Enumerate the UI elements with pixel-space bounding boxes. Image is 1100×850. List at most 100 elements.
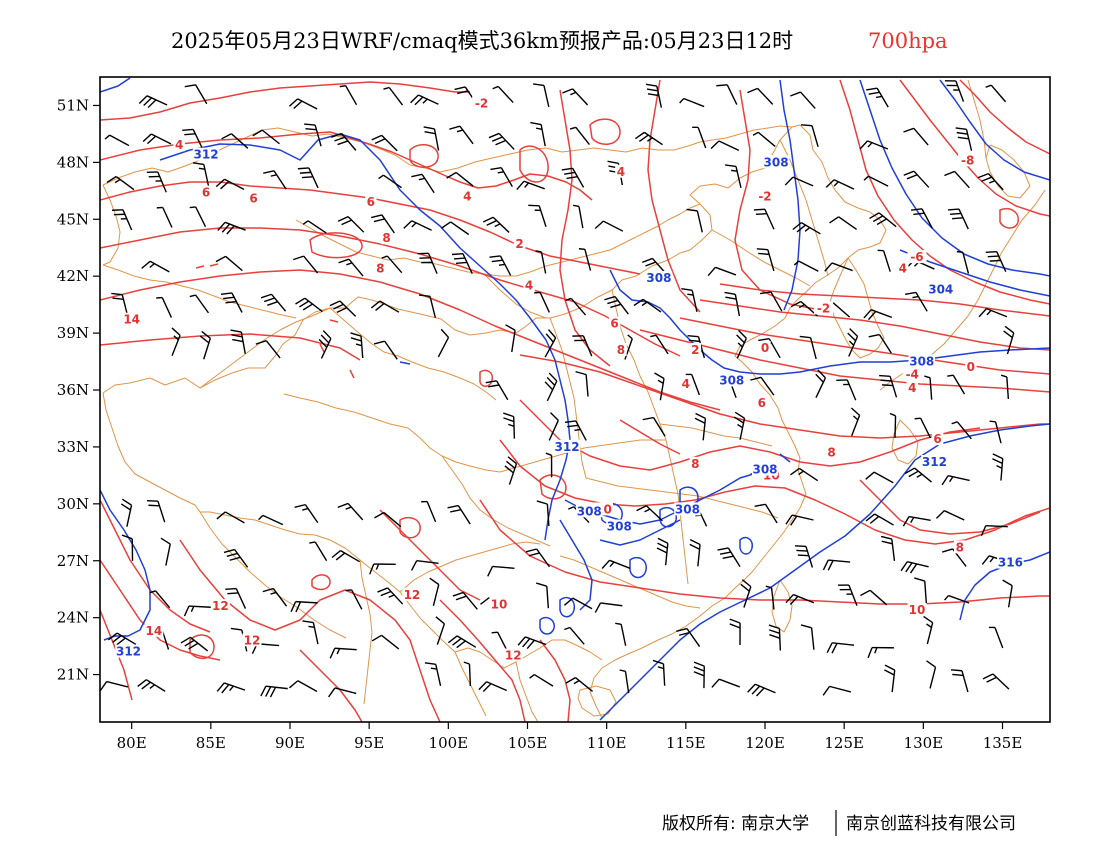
temp-loop (999, 208, 1019, 229)
contour-label: -8 (961, 153, 974, 167)
wind-barb (544, 372, 558, 402)
wind-barb (944, 170, 970, 189)
wind-barb (293, 255, 319, 274)
contour-label-bg (503, 648, 523, 662)
wind-barb (545, 452, 553, 478)
contour-label: 14 (145, 624, 162, 638)
contour-label-bg (680, 377, 692, 391)
wind-barb (329, 300, 357, 317)
temp-contour (647, 79, 701, 313)
contour-label: -2 (817, 301, 830, 315)
contour-label: 308 (675, 502, 700, 516)
china-west-border (102, 392, 201, 513)
wind-barb (184, 84, 208, 105)
height-contour (100, 77, 131, 93)
contour-label-bg (365, 195, 377, 209)
wind-barb (304, 123, 322, 147)
wind-barb (565, 676, 593, 692)
contour-label: 14 (123, 313, 140, 327)
wind-barb (452, 591, 478, 610)
wind-barb (338, 258, 364, 277)
temp-loop (479, 369, 494, 387)
wind-barb (911, 208, 933, 229)
wind-barb (865, 471, 894, 484)
wind-barb (217, 221, 246, 235)
longitude-axis: 80E 85E 90E 95E 100E 105E 110E 115E 120E 125E 130E… (117, 722, 1023, 752)
temp-contour (479, 499, 1050, 605)
contour-label: 12 (244, 633, 261, 647)
wind-barb (302, 620, 319, 645)
wind-barb (847, 328, 859, 357)
wind-barb (800, 624, 815, 650)
contour-label-bg (192, 147, 220, 161)
wind-barb (337, 502, 364, 521)
contour-label-bg (115, 644, 142, 658)
wind-barb (686, 208, 703, 233)
wind-barb (860, 589, 888, 606)
contour-label: 304 (928, 282, 953, 296)
wind-barb (884, 664, 896, 693)
wind-barb (652, 659, 666, 686)
temp-contour (639, 329, 1050, 393)
province-northeast-2 (779, 139, 829, 277)
wind-barb (615, 622, 627, 646)
hainan-outline (577, 685, 617, 717)
wind-barb (530, 121, 546, 147)
temp-contour (959, 79, 1050, 155)
wind-barb (548, 412, 559, 441)
wind-barb (260, 685, 288, 698)
province-central (499, 439, 666, 473)
wind-barb (563, 597, 593, 610)
wind-barb (736, 330, 747, 359)
province-inner-mongolia (483, 273, 547, 319)
wind-barb (944, 594, 970, 604)
wind-barb (866, 87, 889, 108)
wind-barb (656, 537, 669, 566)
wind-barb (985, 84, 1007, 103)
wind-barb (369, 563, 396, 575)
contour-label-bg (606, 519, 633, 533)
lon-tick-label: 135E (983, 734, 1023, 752)
contour-label-bg (897, 261, 909, 275)
wind-barb (759, 291, 783, 312)
wind-barb (421, 500, 437, 523)
wind-barb (645, 83, 663, 108)
contour-label-bg (825, 445, 838, 459)
wind-barb (463, 661, 472, 687)
lat-tick-label: 48N (57, 153, 89, 171)
wind-barb (562, 88, 589, 106)
wind-barb (378, 174, 402, 189)
wind-barb (865, 513, 894, 526)
wind-barb (423, 126, 440, 151)
contour-label: -2 (758, 189, 771, 203)
wind-barb (104, 134, 130, 147)
china-coast (589, 317, 807, 719)
wind-barb (601, 559, 631, 569)
wind-barb (863, 309, 893, 321)
wind-barb (785, 593, 815, 605)
height-contour (559, 519, 593, 611)
wind-barb (146, 499, 166, 523)
wind-barb (980, 524, 1008, 537)
wind-barb (768, 624, 782, 651)
japan-hokkaido (985, 144, 1031, 199)
wind-barb (410, 559, 439, 571)
wind-barb (192, 162, 210, 187)
wind-barb (681, 288, 698, 312)
wind-barb (262, 587, 288, 607)
height-loop (539, 616, 555, 635)
wind-barb (633, 298, 662, 313)
contour-label-bg (756, 396, 768, 410)
wind-barb (294, 503, 319, 524)
wind-barb (447, 635, 477, 649)
wind-barb (220, 292, 243, 313)
wind-barb (564, 420, 587, 441)
temp-loop (589, 118, 621, 145)
wind-barb (903, 127, 929, 146)
wind-barb (572, 335, 593, 357)
temp-contour (859, 479, 1041, 535)
wind-barb (829, 216, 858, 230)
temp-contour (559, 89, 611, 367)
wind-barb (988, 626, 1004, 649)
temp-contour (379, 509, 481, 601)
